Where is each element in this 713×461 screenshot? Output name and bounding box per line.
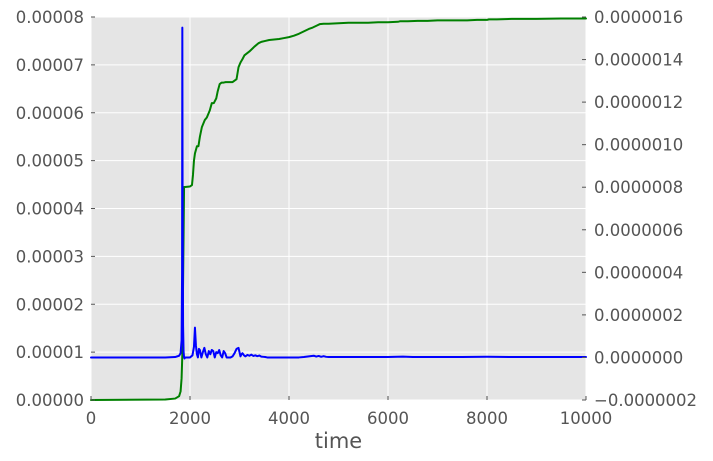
y-left-tick-label: 0.00000 — [16, 391, 84, 410]
y-left-tick-label: 0.00001 — [16, 343, 84, 362]
x-tick-label: 2000 — [169, 409, 211, 428]
y-right-tick-label: 0.0000002 — [594, 306, 683, 325]
series-line-left-axis — [90, 17, 587, 401]
series-lines — [90, 17, 587, 401]
x-tick-label: 10000 — [560, 409, 613, 428]
y-right-tick-label: 0.0000006 — [594, 221, 683, 240]
y-left-tick-label: 0.00008 — [16, 8, 84, 27]
y-left-tick-label: 0.00006 — [16, 104, 84, 123]
x-tick-label: 6000 — [367, 409, 409, 428]
y-right-tick-label: 0.0000012 — [594, 93, 683, 112]
y-right-tick-label: 0.0000008 — [594, 178, 683, 197]
y-left-tick-label: 0.00007 — [16, 56, 84, 75]
y-right-tick-label: −0.0000002 — [594, 391, 697, 410]
grid-lines — [90, 16, 587, 401]
y-left-tick-label: 0.00003 — [16, 247, 84, 266]
y-right-tick-label: 0.0000016 — [594, 8, 683, 27]
y-left-tick-label: 0.00002 — [16, 295, 84, 314]
x-tick-label: 0 — [86, 409, 97, 428]
y-left-tick-label: 0.00004 — [16, 200, 84, 219]
y-right-tick-label: 0.0000010 — [594, 136, 683, 155]
x-tick-label: 4000 — [268, 409, 310, 428]
tick-labels: 0 2000 4000 6000 8000 10000 0.00000 0.00001 0.00… — [16, 8, 697, 428]
series-line-right-axis — [90, 26, 587, 360]
x-tick-label: 8000 — [466, 409, 508, 428]
x-axis-label: time — [315, 429, 362, 453]
y-left-tick-label: 0.00005 — [16, 152, 84, 171]
axis-ticks — [90, 16, 587, 401]
y-right-tick-label: 0.0000004 — [594, 263, 683, 282]
y-right-tick-label: 0.0000014 — [594, 51, 683, 70]
y-right-tick-label: 0.0000000 — [594, 348, 683, 367]
